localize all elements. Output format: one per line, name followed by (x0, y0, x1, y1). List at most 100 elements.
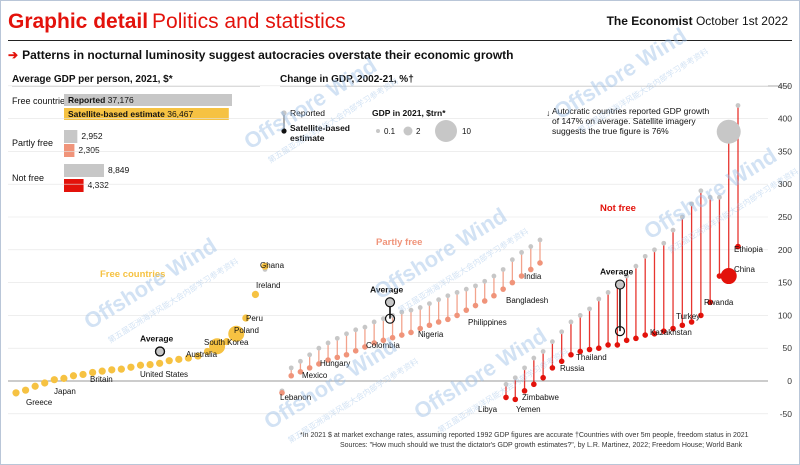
reported-point (482, 278, 488, 284)
satellite-point (228, 325, 245, 342)
satellite-point (605, 342, 611, 348)
reported-point (716, 119, 741, 144)
y-tick-label: 150 (778, 278, 792, 288)
reported-point (408, 307, 414, 313)
reported-point (500, 267, 506, 272)
reported-point (717, 194, 722, 200)
reported-point (334, 335, 340, 341)
satellite-point (521, 388, 528, 394)
y-tick-label: 200 (778, 245, 792, 255)
satellite-point (209, 338, 226, 355)
reported-point (689, 201, 694, 207)
title-rule (8, 40, 792, 41)
reported-bar-label: 8,849 (108, 165, 130, 175)
satellite-point (156, 359, 164, 367)
estimate-bar (64, 108, 229, 120)
satellite-point (735, 243, 741, 250)
satellite-point (660, 328, 667, 334)
reported-series-name: Reported (68, 95, 108, 105)
satellite-point (203, 347, 212, 356)
average-satellite-marker (384, 313, 396, 324)
reported-point (298, 358, 303, 364)
satellite-point (334, 354, 341, 361)
satellite-point (642, 332, 648, 338)
satellite-point (549, 365, 556, 371)
satellite-point (325, 357, 331, 363)
y-tick-label: 0 (787, 376, 792, 386)
reported-point (670, 227, 676, 233)
bar-panel-title: Average GDP per person, 2021, $* (12, 74, 173, 85)
satellite-point (79, 370, 87, 379)
satellite-point (69, 372, 78, 380)
country-label: India (524, 272, 542, 281)
satellite-point (223, 338, 231, 346)
reported-point (427, 301, 432, 306)
satellite-point (288, 372, 295, 379)
reported-point (512, 375, 518, 381)
satellite-point (352, 348, 359, 354)
satellite-point (362, 344, 368, 350)
satellite-point (472, 302, 479, 309)
reported-point (353, 327, 359, 333)
legend-size-large (435, 120, 457, 142)
satellite-point (688, 319, 695, 325)
reported-point (537, 237, 543, 243)
satellite-point (50, 376, 58, 384)
reported-bar-label: 2,952 (81, 131, 103, 141)
y-tick-label: 450 (778, 81, 792, 91)
satellite-point (408, 329, 414, 336)
satellite-point (651, 330, 658, 337)
annotation-arrow-icon: ↓ (546, 108, 550, 118)
reported-point (661, 240, 667, 246)
group-label-not-free: Not free (600, 203, 636, 214)
reported-point (652, 247, 657, 253)
country-label: Ethiopia (734, 245, 763, 254)
satellite-point (389, 334, 396, 341)
reported-point (417, 305, 423, 310)
satellite-point (306, 365, 313, 371)
y-tick-label: 350 (778, 146, 792, 156)
country-label: Thailand (576, 353, 607, 362)
estimate-series-name: Satellite-based estimate (68, 109, 167, 119)
legend-satellite-label: Satellite-based estimate (290, 123, 350, 143)
reported-point (568, 319, 574, 325)
reported-point (436, 297, 442, 303)
satellite-point (463, 307, 470, 313)
average-satellite-marker (154, 346, 166, 357)
satellite-point (89, 368, 97, 377)
legend-satellite-marker (281, 128, 287, 134)
reported-bar (64, 94, 232, 106)
country-label: Poland (234, 326, 259, 335)
country-label: Libya (478, 405, 498, 414)
satellite-point (108, 366, 116, 374)
reported-point (316, 345, 322, 351)
chart-headline: ➔ Patterns in nocturnal luminosity sugges… (8, 48, 514, 62)
satellite-point (21, 386, 30, 394)
satellite-point (12, 389, 20, 397)
legend-reported-label: Reported (290, 108, 325, 118)
satellite-point (518, 273, 525, 279)
reported-point (325, 340, 331, 346)
country-label: Peru (246, 314, 263, 323)
satellite-point (60, 374, 68, 382)
reported-point (519, 250, 524, 255)
category-free-label: Free countries (12, 96, 70, 106)
satellite-point (503, 394, 509, 401)
average-reported-marker (384, 297, 396, 308)
satellite-point (175, 355, 183, 363)
reported-bar-label: Reported 37,176 (68, 95, 134, 105)
reported-point (633, 263, 639, 269)
y-tick-label: 400 (778, 114, 792, 124)
legend-size-medium-label: 2 (416, 127, 421, 136)
country-label: Nigeria (418, 330, 444, 339)
y-tick-label: 50 (783, 343, 793, 353)
legend-size-large-label: 10 (462, 127, 471, 136)
reported-point (344, 331, 349, 337)
country-label: Ireland (256, 281, 280, 290)
reported-point (587, 306, 592, 312)
reported-point (559, 329, 565, 335)
satellite-point (435, 319, 442, 325)
satellite-point (586, 346, 593, 353)
satellite-point (698, 312, 704, 319)
satellite-point (596, 345, 602, 352)
